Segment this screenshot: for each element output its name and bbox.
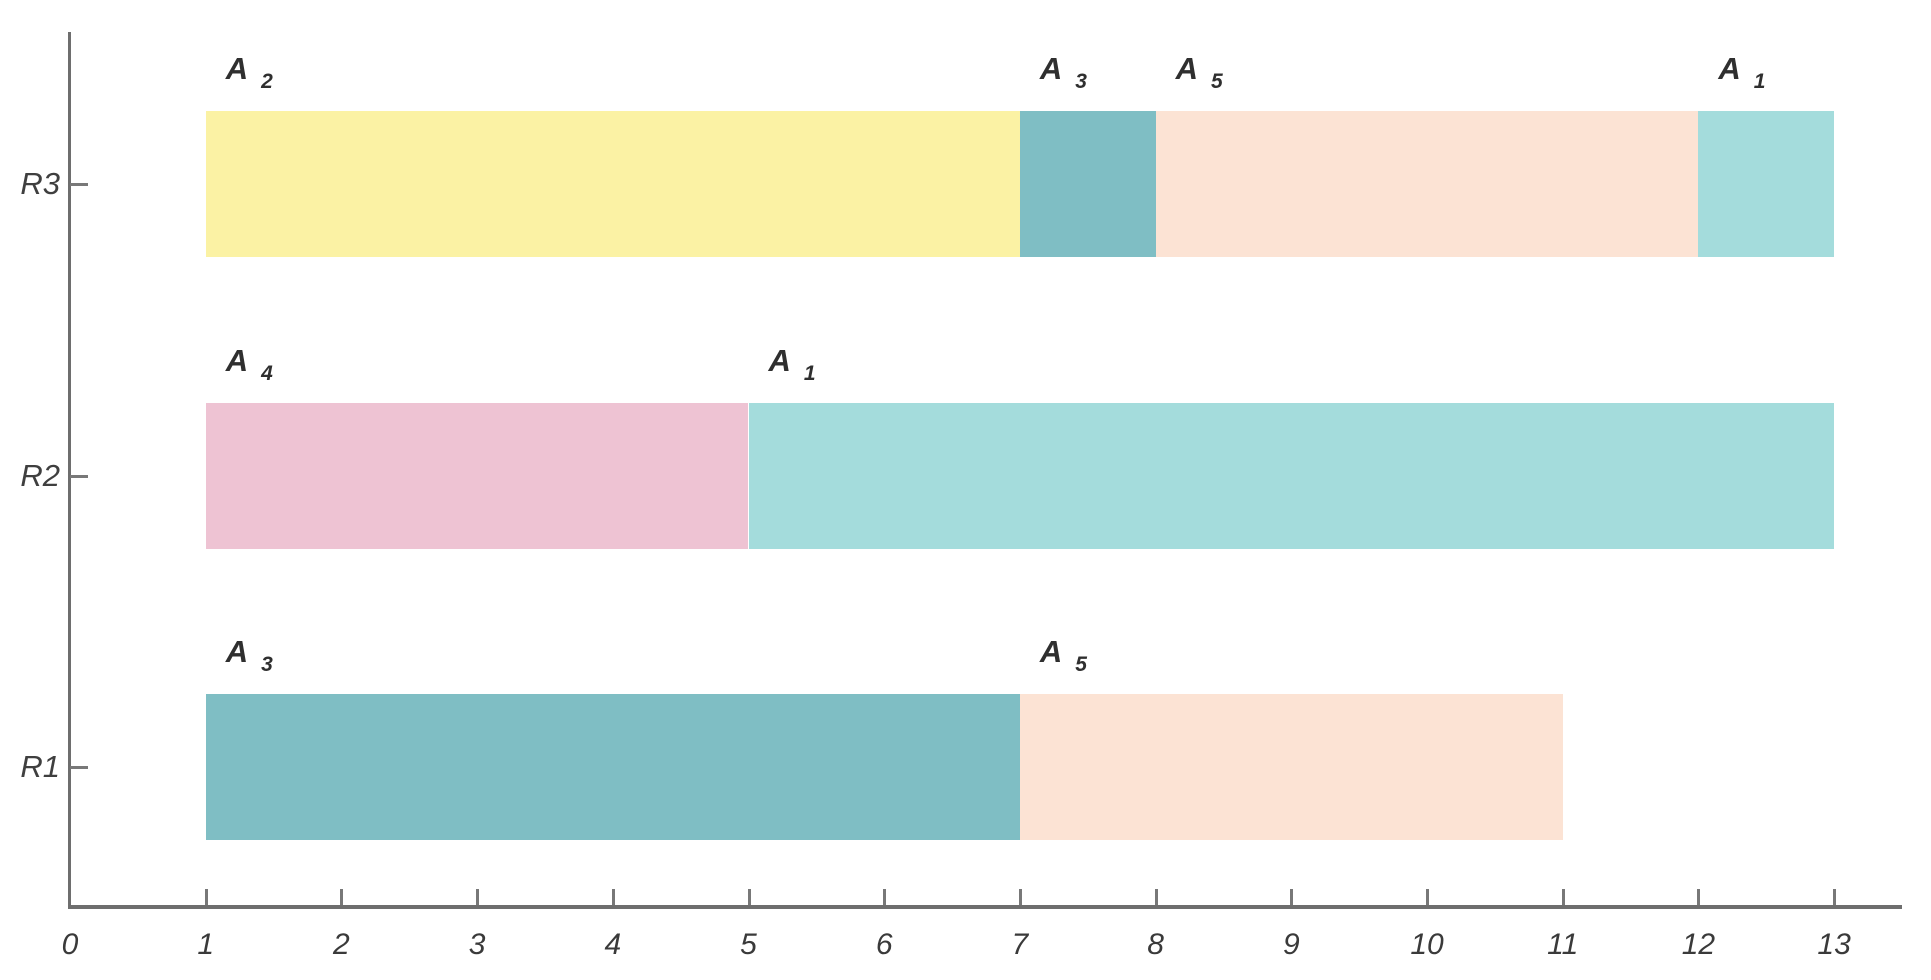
bar-segment-r3-a3: [1019, 111, 1156, 257]
x-axis-tick: [340, 889, 344, 905]
x-axis-tick: [1833, 889, 1837, 905]
activity-letter: A: [1039, 51, 1063, 86]
activity-subscript: 2: [261, 70, 273, 93]
bar-segment-r3-a5: [1155, 111, 1699, 257]
bar-segment-r1-a5: [1019, 694, 1563, 840]
x-axis-tick-label: 10: [1410, 928, 1444, 961]
activity-letter: A: [225, 343, 249, 378]
y-axis-tick: [70, 475, 88, 478]
bar-segment-r1-a3: [205, 694, 1020, 840]
x-axis-line: [68, 905, 1902, 909]
x-axis-tick: [1697, 889, 1701, 905]
x-axis-tick-label: 1: [197, 928, 215, 961]
x-axis-tick: [204, 889, 208, 905]
bar-segment-r3-a1: [1698, 111, 1835, 257]
activity-letter: A: [225, 51, 249, 86]
activity-subscript: 5: [1210, 70, 1223, 93]
activity-letter: A: [1039, 634, 1063, 669]
x-axis-tick-label: 2: [333, 928, 350, 961]
y-axis-line: [68, 32, 71, 909]
activity-letter: A: [1175, 51, 1198, 86]
x-axis-tick: [1426, 889, 1429, 905]
x-axis-tick: [1018, 889, 1022, 905]
row-label-r1: R1: [20, 749, 60, 784]
activity-letter: A: [1718, 51, 1741, 86]
x-axis-tick: [747, 889, 751, 905]
y-axis-tick: [70, 183, 88, 186]
activity-letter: A: [225, 634, 249, 669]
x-axis-tick: [1154, 889, 1158, 905]
x-axis-tick: [1290, 889, 1294, 905]
bar-segment-r3-a2: [205, 111, 1020, 257]
x-axis-tick-label: 5: [740, 928, 757, 961]
y-axis-tick: [70, 766, 88, 769]
bar-segment-r2-a4: [205, 403, 749, 549]
x-axis-tick-label: 7: [1011, 928, 1029, 961]
x-axis-tick-label: 0: [61, 928, 79, 961]
activity-subscript: 3: [1075, 70, 1087, 93]
x-axis-tick-label: 3: [468, 928, 486, 961]
x-axis-tick-label: 12: [1681, 928, 1716, 961]
row-label-r2: R2: [20, 458, 60, 493]
activity-subscript: 3: [261, 653, 273, 676]
bar-segment-r2-a1: [748, 403, 1835, 549]
activity-subscript: 1: [1753, 70, 1766, 93]
x-axis-tick: [883, 889, 887, 905]
x-axis-tick-label: 9: [1282, 928, 1300, 961]
activity-subscript: 5: [1075, 653, 1087, 676]
x-axis-tick: [1561, 889, 1565, 905]
x-axis-tick-label: 6: [875, 928, 893, 961]
x-axis-tick: [476, 889, 480, 905]
x-axis-tick-label: 8: [1147, 928, 1164, 961]
x-axis-tick: [611, 889, 615, 905]
x-axis-tick-label: 11: [1547, 928, 1579, 961]
activity-subscript: 1: [803, 362, 816, 385]
activity-subscript: 4: [261, 362, 273, 385]
row-label-r3: R3: [20, 166, 60, 201]
x-axis-tick-label: 13: [1817, 928, 1851, 961]
x-axis-tick-label: 4: [604, 928, 622, 961]
activity-letter: A: [768, 343, 791, 378]
